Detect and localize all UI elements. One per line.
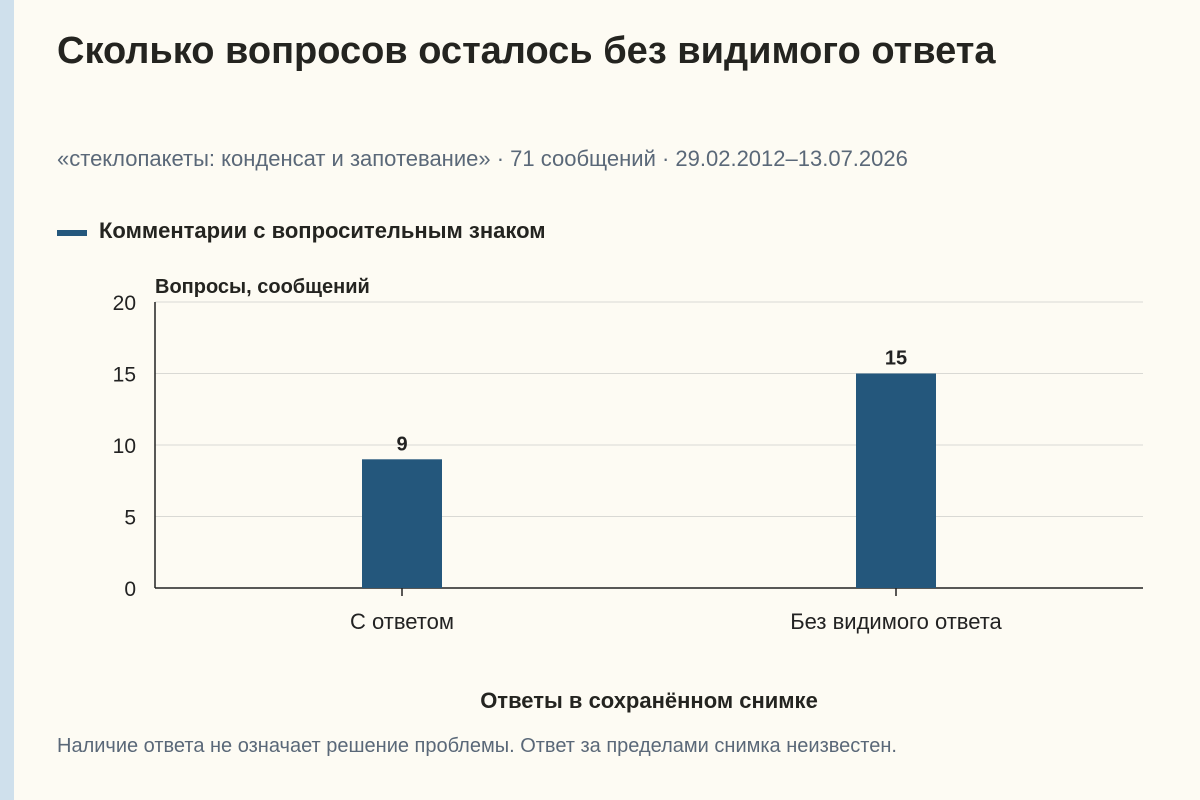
y-tick-label: 15: [113, 364, 136, 387]
y-axis-label: Вопросы, сообщений: [155, 276, 370, 298]
bar: [362, 459, 442, 588]
chart-subtitle: «стеклопакеты: конденсат и запотевание» …: [57, 146, 908, 171]
chart-title: Сколько вопросов осталось без видимого о…: [57, 30, 996, 72]
x-axis-label: Ответы в сохранённом снимке: [480, 688, 818, 713]
legend-label: Комментарии с вопросительным знаком: [99, 218, 546, 243]
bar: [856, 373, 936, 588]
footnote: Наличие ответа не означает решение пробл…: [57, 735, 897, 757]
left-accent-stripe: [0, 0, 14, 800]
y-tick-label: 10: [113, 435, 136, 458]
bar-value-label: 9: [396, 433, 407, 455]
legend: Комментарии с вопросительным знаком: [57, 218, 546, 244]
y-tick-label: 0: [124, 578, 136, 601]
x-tick-label: Без видимого ответа: [790, 609, 1002, 634]
legend-swatch: [57, 230, 87, 236]
bar-value-label: 15: [885, 348, 907, 370]
x-tick-label: С ответом: [350, 609, 454, 634]
y-tick-label: 5: [124, 507, 136, 530]
y-tick-label: 20: [113, 292, 136, 315]
